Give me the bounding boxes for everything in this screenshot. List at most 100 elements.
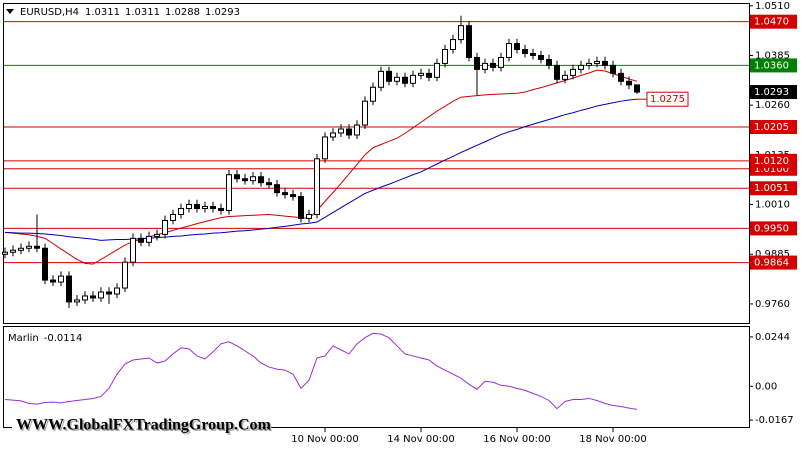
candle-body — [26, 245, 32, 249]
candle-body — [146, 235, 152, 243]
candle-body — [354, 124, 360, 136]
candle-body — [594, 60, 600, 64]
candle-body — [474, 56, 480, 70]
moving-average — [4, 69, 638, 265]
candle-body — [130, 237, 136, 263]
candle-body — [58, 275, 64, 283]
level-label-bg — [750, 14, 797, 29]
annotation-box — [646, 91, 689, 107]
y-tick-label: 1.0260 — [755, 100, 790, 111]
watermark-shadow: WWW.GlobalFXTradingGroup.Com — [18, 418, 274, 435]
level-label-bg — [750, 153, 797, 168]
candle-body — [418, 72, 424, 76]
header-close: 1.0293 — [205, 7, 240, 18]
candle-body — [178, 208, 184, 215]
candle-body — [322, 136, 328, 160]
candle-body — [370, 86, 376, 102]
candle-body — [394, 76, 400, 82]
candle-body — [138, 237, 144, 243]
price-label: 1.0293 — [754, 87, 789, 98]
candle-body — [338, 128, 344, 134]
price-layer: 1.0275 — [2, 15, 749, 308]
candle-body — [410, 74, 416, 84]
candle-body — [346, 128, 352, 136]
candle-body — [250, 176, 256, 182]
candle-body — [74, 299, 80, 303]
candle-body — [506, 43, 512, 58]
watermark: WWW.GlobalFXTradingGroup.Com — [16, 417, 272, 434]
level-label: 1.0360 — [754, 60, 789, 71]
candle-body — [226, 174, 232, 212]
candle-body — [362, 100, 368, 126]
level-label: 1.0100 — [754, 164, 789, 175]
candle-body — [306, 213, 312, 219]
level-label: 1.0470 — [754, 17, 789, 28]
candle-body — [634, 84, 640, 93]
candle-body — [170, 213, 176, 221]
level-label-bg — [750, 255, 797, 270]
y-tick-label: 1.0385 — [755, 50, 790, 61]
menu-arrow — [6, 9, 14, 14]
candle-body — [618, 72, 624, 82]
candle-body — [186, 204, 192, 210]
candle-body — [330, 132, 336, 138]
header-high: 1.0311 — [125, 7, 160, 18]
level-label: 1.0051 — [754, 183, 789, 194]
candle-body — [442, 49, 448, 64]
level-label: 1.0120 — [754, 156, 789, 167]
candle-body — [402, 76, 408, 84]
indicator-line — [4, 332, 638, 410]
candle-body — [106, 291, 112, 295]
y-tick-label: 0.9885 — [755, 249, 790, 260]
y2-tick-label: 0.0244 — [755, 332, 790, 343]
candle-body — [578, 64, 584, 70]
candle-body — [162, 219, 168, 235]
y-tick-label: 1.0510 — [755, 1, 790, 12]
candle-body — [378, 70, 384, 88]
candle-body — [234, 174, 240, 180]
candle-body — [538, 54, 544, 60]
level-label: 0.9950 — [754, 223, 789, 234]
candle-body — [530, 52, 536, 56]
candle-body — [194, 204, 200, 210]
y2-tick-label: 0.00 — [755, 381, 777, 392]
price-label-bg — [750, 85, 797, 100]
candle-body — [82, 295, 88, 301]
chart-header: EURUSD,H4 1.0311 1.0311 1.0288 1.0293 — [20, 7, 240, 18]
candle-body — [10, 249, 16, 253]
candle-body — [482, 62, 488, 70]
moving-average — [4, 98, 638, 241]
candle-body — [498, 56, 504, 68]
indicator-name: Marlin — [8, 333, 39, 344]
candle-body — [90, 295, 96, 299]
level-label-bg — [750, 120, 797, 135]
candle-body — [210, 206, 216, 210]
candle-body — [274, 184, 280, 194]
header-open: 1.0311 — [85, 7, 120, 18]
candle-body — [18, 247, 24, 251]
x-tick-label: 10 Nov 00:00 — [291, 434, 358, 445]
candle-body — [586, 62, 592, 66]
candle-body — [626, 80, 632, 86]
candle-body — [98, 291, 104, 299]
level-label-bg — [750, 181, 797, 196]
price-panel — [3, 3, 750, 324]
candle-body — [266, 182, 272, 186]
indicator-panel — [3, 326, 750, 428]
candle-body — [554, 64, 560, 80]
candle-body — [314, 158, 320, 215]
x-tick-label: 18 Nov 00:00 — [579, 434, 646, 445]
level-label-bg — [750, 58, 797, 73]
candle-body — [282, 192, 288, 196]
candle-body — [514, 43, 520, 51]
candle-body — [50, 279, 56, 283]
header-low: 1.0288 — [165, 7, 200, 18]
candle-body — [154, 233, 160, 237]
candle-body — [610, 64, 616, 74]
candle-body — [466, 25, 472, 58]
candle-body — [570, 68, 576, 76]
candle-body — [42, 247, 48, 281]
indicator-value: -0.0114 — [44, 333, 83, 344]
